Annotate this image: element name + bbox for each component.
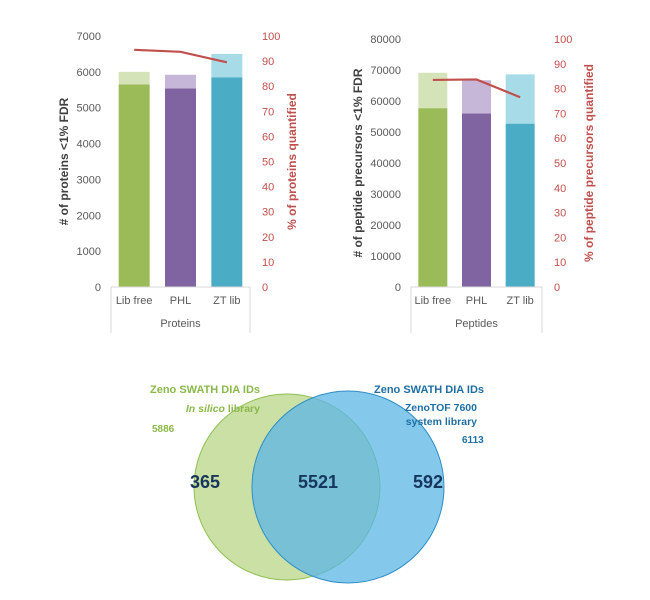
y-tick-label: 0	[395, 282, 401, 294]
bar-identified-extra	[418, 72, 448, 109]
y-tick-label: 50000	[370, 127, 401, 139]
bar-quantified	[418, 108, 448, 287]
venn-right-line3: system library	[406, 416, 477, 428]
venn-right-circle	[251, 390, 445, 584]
y-tick-label: 1000	[77, 246, 101, 258]
y2-tick-label: 80	[554, 84, 566, 96]
y2-tick-label: 30	[262, 207, 274, 219]
y2-tick-label: 10	[262, 257, 274, 269]
y2-tick-label: 50	[262, 157, 274, 169]
venn-right-line2: ZenoTOF 7600	[405, 402, 477, 414]
y2-tick-label: 90	[262, 56, 274, 68]
venn-right-title: Zeno SWATH DIA IDs	[374, 384, 484, 396]
y2-tick-label: 80	[262, 81, 274, 93]
bar-identified-extra	[118, 71, 150, 85]
y2-tick-label: 100	[262, 31, 280, 43]
y-tick-label: 10000	[370, 251, 401, 263]
venn-left-subtitle-rest: library	[225, 403, 260, 415]
y-tick-label: 70000	[370, 65, 401, 77]
y2-tick-label: 50	[554, 158, 566, 170]
y2-tick-label: 90	[554, 59, 566, 71]
y2-axis-title: % of peptide precursors quantified	[582, 64, 596, 262]
peptides-chart: 0 10000 20000 30000 40000 50000 60000 70000 8000…	[351, 34, 596, 333]
y-axis-title: # of proteins <1% FDR	[57, 97, 71, 225]
bar-identified-extra	[505, 74, 535, 124]
y2-tick-label: 70	[262, 106, 274, 118]
y2-tick-label: 0	[262, 282, 268, 294]
venn-only-right-count: 592	[413, 472, 443, 492]
y-tick-label: 7000	[77, 31, 101, 43]
y-tick-label: 80000	[370, 34, 401, 46]
bar-quantified	[165, 88, 196, 287]
y2-tick-label: 100	[554, 34, 572, 46]
y-tick-label: 5000	[77, 103, 101, 115]
x-tick-label: ZT lib	[507, 295, 534, 307]
venn-diagram: Zeno SWATH DIA IDs In silico library 588…	[150, 384, 484, 584]
y-tick-label: 2000	[77, 210, 101, 222]
venn-overlap-count: 5521	[298, 472, 338, 492]
bar-quantified	[118, 84, 150, 288]
venn-left-title: Zeno SWATH DIA IDs	[150, 384, 260, 396]
y2-tick-label: 40	[554, 183, 566, 195]
x-group-label: Proteins	[160, 318, 201, 330]
y2-tick-label: 20	[262, 232, 274, 244]
y2-axis-title: % of proteins quantified	[285, 93, 299, 230]
x-tick-label: PHL	[466, 295, 487, 307]
venn-left-total: 5886	[152, 424, 175, 435]
bar-identified-extra	[462, 80, 491, 114]
bar-quantified	[462, 113, 491, 288]
y-axis-title: # of peptide precursors <1% FDR	[351, 68, 365, 257]
y2-tick-label: 40	[262, 182, 274, 194]
y2-tick-label: 70	[554, 108, 566, 120]
y2-tick-label: 60	[554, 133, 566, 145]
venn-right-total: 6113	[462, 435, 484, 446]
y2-tick-label: 10	[554, 257, 566, 269]
y-tick-label: 6000	[77, 67, 101, 79]
y-tick-label: 4000	[77, 139, 101, 151]
y2-tick-label: 30	[554, 208, 566, 220]
bar-quantified	[505, 123, 535, 287]
y-tick-label: 0	[95, 282, 101, 294]
y-tick-label: 3000	[77, 174, 101, 186]
venn-only-left-count: 365	[190, 472, 220, 492]
x-tick-label: Lib free	[414, 295, 451, 307]
y-tick-label: 30000	[370, 189, 401, 201]
x-tick-label: ZT lib	[213, 295, 240, 307]
bar-identified-extra	[211, 53, 243, 78]
y2-tick-label: 60	[262, 131, 274, 143]
y-tick-label: 40000	[370, 158, 401, 170]
y2-tick-label: 20	[554, 232, 566, 244]
venn-left-subtitle: In silico library	[186, 403, 260, 415]
y2-tick-label: 0	[554, 282, 560, 294]
proteins-chart: 0 1000 2000 3000 4000 5000 6000 7000 0 10 20 30 40 50…	[57, 31, 299, 333]
x-group-label: Peptides	[455, 318, 498, 330]
bar-quantified	[211, 77, 243, 287]
x-tick-label: PHL	[170, 295, 191, 307]
x-tick-label: Lib free	[116, 295, 153, 307]
y-tick-label: 20000	[370, 220, 401, 232]
y-tick-label: 60000	[370, 96, 401, 108]
bar-identified-extra	[165, 74, 196, 89]
venn-left-subtitle-italic: In silico	[186, 403, 226, 415]
